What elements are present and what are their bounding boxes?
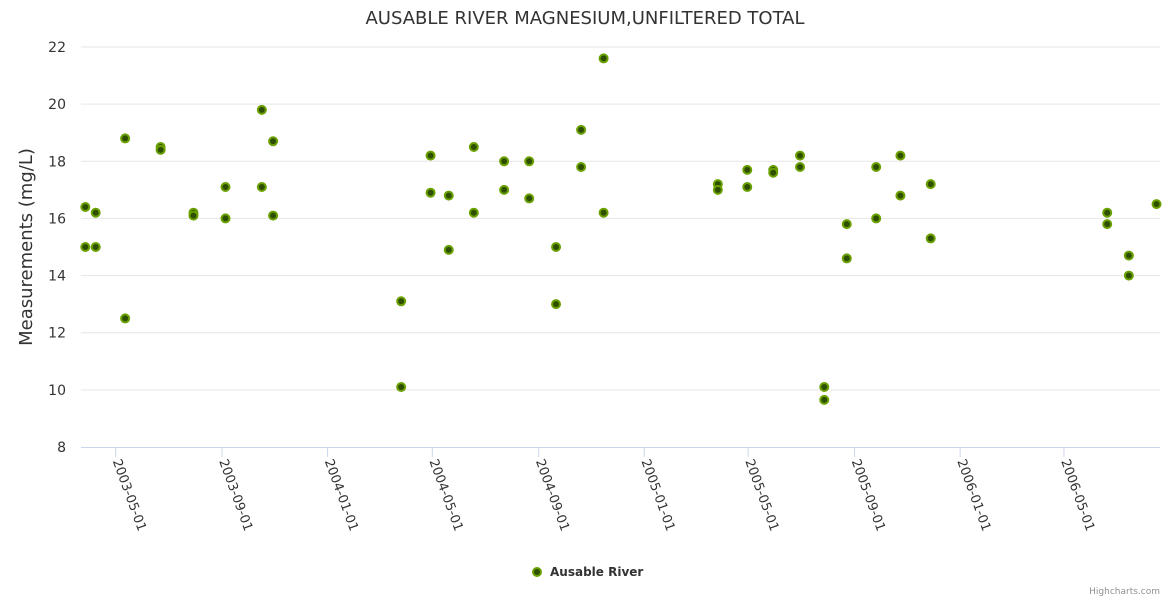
data-point[interactable] [742,182,753,192]
y-tick-label: 16 [48,211,66,227]
legend[interactable]: Ausable River [532,565,643,579]
legend-marker [532,567,542,577]
data-point[interactable] [871,162,882,172]
data-point[interactable] [871,213,882,224]
data-point[interactable] [551,299,562,310]
data-point[interactable] [576,162,587,172]
chart-title: AUSABLE RIVER MAGNESIUM,UNFILTERED TOTAL [365,8,804,29]
y-tick-label: 14 [48,269,66,285]
data-point[interactable] [524,156,535,167]
data-point[interactable] [925,233,936,244]
y-tick-label: 20 [48,97,66,113]
data-point[interactable] [841,253,852,264]
data-point[interactable] [425,150,436,161]
y-tick-label: 8 [57,440,66,456]
data-point[interactable] [256,104,267,115]
data-point[interactable] [396,296,407,307]
data-point[interactable] [468,142,479,152]
data-point[interactable] [90,207,101,218]
data-point[interactable] [841,219,852,230]
data-point[interactable] [768,167,779,178]
data-point[interactable] [499,184,510,195]
y-tick-label: 18 [48,154,66,170]
data-point[interactable] [443,244,454,255]
data-point[interactable] [443,190,454,201]
data-point[interactable] [1123,270,1134,281]
credits-link[interactable]: Highcharts.com [1089,587,1160,597]
data-point[interactable] [1123,250,1134,261]
y-axis-title: Measurements (mg/L) [16,148,37,346]
legend-item-ausable-river[interactable]: Ausable River [550,565,643,579]
data-point[interactable] [576,124,587,135]
data-point[interactable] [256,182,267,192]
data-point[interactable] [598,207,609,218]
data-point[interactable] [795,150,806,161]
data-point[interactable] [712,184,723,195]
data-point[interactable] [90,242,101,252]
data-point[interactable] [188,210,199,221]
data-point[interactable] [551,242,562,252]
data-point[interactable] [524,193,535,204]
data-point[interactable] [1102,207,1113,218]
data-point[interactable] [220,182,231,192]
data-point[interactable] [895,190,906,201]
data-point[interactable] [925,179,936,190]
data-point[interactable] [819,394,830,405]
data-point[interactable] [795,162,806,172]
data-point[interactable] [425,187,436,198]
y-tick-label: 10 [48,383,66,399]
series-ausable-river [80,53,1162,405]
data-point[interactable] [499,156,510,167]
data-point[interactable] [819,382,830,392]
data-point[interactable] [120,313,131,324]
data-point[interactable] [220,213,231,224]
data-point[interactable] [1151,199,1162,210]
data-point[interactable] [80,242,91,252]
data-point[interactable] [468,207,479,218]
data-point[interactable] [155,144,166,155]
y-axis-labels: 8 10 12 14 16 18 20 22 [48,40,66,456]
data-point[interactable] [268,136,279,147]
data-point[interactable] [396,382,407,392]
data-point[interactable] [895,150,906,161]
data-point[interactable] [120,133,131,144]
gridlines [81,46,1160,391]
y-tick-label: 22 [48,40,66,56]
data-point[interactable] [598,53,609,64]
data-point[interactable] [80,202,91,212]
data-point[interactable] [742,164,753,175]
y-tick-label: 12 [48,326,66,342]
data-point[interactable] [1102,219,1113,230]
data-point[interactable] [268,210,279,221]
